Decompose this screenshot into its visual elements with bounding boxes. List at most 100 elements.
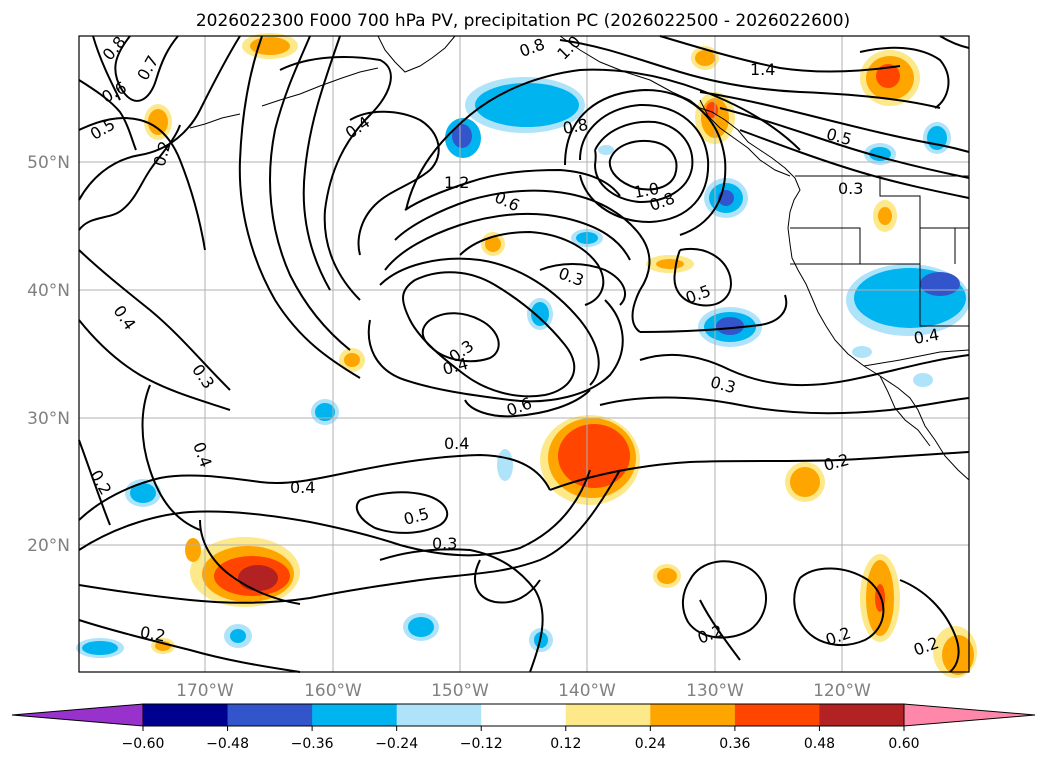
colorbar-segment: [227, 704, 313, 726]
precip-negative-blob: [598, 145, 614, 155]
lon-label-170w: 170°W: [176, 681, 234, 701]
contour-label: 1.0: [632, 179, 660, 202]
baja-coastline: [879, 375, 931, 447]
precip-negative-blob: [846, 264, 970, 336]
contour-line: [939, 35, 970, 49]
contour-line: [599, 396, 970, 415]
contour-line: [404, 168, 621, 211]
colorbar-segment: [734, 704, 820, 726]
contour-line: [402, 271, 576, 398]
colorbar-tick-label: −0.48: [206, 736, 249, 752]
contour-line: [549, 451, 970, 491]
precip-positive-blob: [339, 348, 365, 372]
contour-label: 0.8: [561, 115, 589, 138]
precip-positive-blob: [873, 200, 897, 232]
state-borders: [790, 176, 969, 327]
contour-label: 0.3: [432, 534, 457, 553]
colorbar-tick-label: −0.60: [122, 736, 165, 752]
lat-label-50: 50°N: [27, 153, 70, 173]
colorbar-segment: [481, 704, 567, 726]
contour-line: [141, 384, 201, 531]
contour-label: 0.4: [912, 325, 940, 348]
precip-positive-blob: [860, 50, 920, 106]
colorbar-segment: [396, 704, 482, 726]
colorbar-tick-label: 0.36: [719, 736, 750, 752]
contour-line: [739, 129, 970, 199]
precip-positive-blob: [860, 554, 900, 642]
contour-line: [78, 249, 231, 391]
contour-line: [349, 110, 440, 256]
north-america-coastline: [559, 35, 970, 481]
contour-line: [564, 88, 727, 236]
longitude-labels: 170°W 160°W 150°W 140°W 130°W 120°W: [176, 681, 871, 701]
contour-line: [464, 389, 591, 418]
lat-label-30: 30°N: [27, 409, 70, 429]
colorbar: −0.60 −0.48 −0.36 −0.24 −0.12 0.12 0.24 0.36 0.4…: [11, 703, 1036, 752]
colorbar-tick-label: 0.60: [888, 736, 919, 752]
precip-negative-blob: [224, 624, 252, 648]
precip-negative-blob: [704, 178, 748, 218]
contour-line: [421, 312, 500, 363]
precip-negative-blob: [76, 638, 124, 658]
colorbar-extend-max: [903, 703, 1036, 727]
precip-negative-blob: [311, 399, 339, 425]
colorbar-tick-label: −0.24: [375, 736, 418, 752]
colorbar-segment: [312, 704, 398, 726]
map-panel: 0.8 0.7 0.6 0.5 0.2 0.4 1.2 0.8 1.0 0.8 …: [76, 32, 977, 678]
lon-label-160w: 160°W: [304, 681, 362, 701]
colorbar-tick-label: 0.24: [635, 736, 666, 752]
contour-line: [793, 567, 885, 646]
colorbar-tick-label: 0.12: [550, 736, 581, 752]
contour-line: [394, 189, 651, 333]
contour-line: [78, 453, 551, 521]
contour-line: [899, 579, 960, 673]
contour-line: [639, 353, 970, 387]
colorbar-tick-label: −0.36: [291, 736, 334, 752]
precip-negative-blob: [698, 307, 762, 347]
contour-line: [659, 35, 901, 73]
alaska-coastline: [377, 35, 456, 73]
precip-negative-blob: [403, 613, 439, 641]
precip-negative-blob: [913, 373, 933, 387]
precip-positive-blob: [242, 33, 298, 59]
colorbar-segment: [819, 704, 905, 726]
contour-label: 0.3: [838, 179, 863, 198]
contour-line: [593, 120, 694, 204]
contour-line: [539, 263, 626, 306]
contour-line: [639, 294, 788, 333]
contour-line: [379, 257, 600, 386]
contour-label: 0.4: [444, 434, 469, 453]
lon-label-130w: 130°W: [686, 681, 744, 701]
contour-line: [78, 124, 181, 231]
map-frame: [78, 35, 970, 673]
colorbar-frame: [142, 703, 905, 727]
contour-line: [608, 140, 678, 191]
precip-negative-blob: [527, 298, 553, 330]
contour-line: [673, 247, 732, 307]
contour-line: [379, 548, 544, 673]
graticule: [79, 36, 969, 672]
precip-negative-blob: [852, 346, 872, 358]
precip-positive-blob: [646, 255, 694, 273]
contour-line: [405, 68, 801, 211]
contour-line: [459, 230, 605, 306]
contour-line: [78, 35, 241, 201]
latitude-labels: 50°N 40°N 30°N 20°N: [27, 153, 70, 556]
contour-line: [78, 469, 591, 557]
contour-line: [78, 619, 301, 673]
contour-line: [92, 35, 121, 101]
precip-positive-blob: [540, 415, 640, 505]
coastlines: [189, 35, 970, 481]
contour-label: 1.2: [444, 173, 469, 192]
colorbar-tick-label: 0.48: [804, 736, 835, 752]
contour-label: 1.4: [750, 60, 775, 79]
contour-line: [474, 559, 541, 604]
contour-label: 0.4: [290, 478, 315, 497]
contour-line: [78, 469, 621, 604]
contour-line: [238, 35, 361, 379]
precip-positive-blob: [144, 104, 172, 140]
contour-line: [719, 107, 970, 179]
figure-title: 2026022300 F000 700 hPa PV, precipitatio…: [196, 11, 850, 31]
british-columbia-islands: [699, 99, 791, 177]
